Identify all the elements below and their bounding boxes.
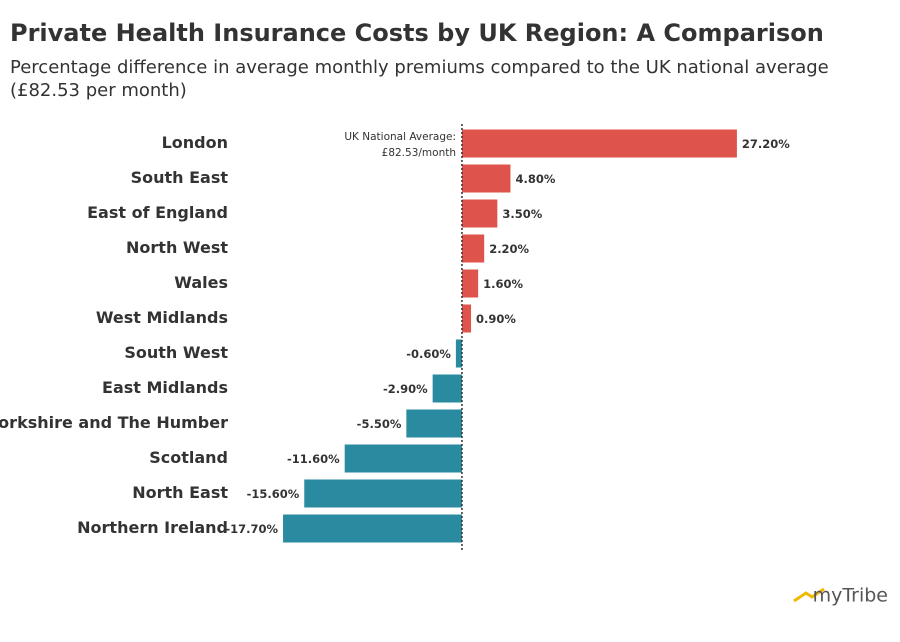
bar bbox=[461, 234, 485, 263]
category-label: South East bbox=[131, 168, 229, 187]
bar bbox=[461, 129, 737, 158]
annotation: £82.53/month bbox=[382, 147, 456, 159]
category-label: Wales bbox=[174, 273, 228, 292]
category-label: Yorkshire and The Humber bbox=[0, 413, 228, 432]
logo: myTribe bbox=[813, 585, 888, 607]
bar bbox=[344, 444, 462, 473]
bar bbox=[455, 339, 462, 368]
category-label: North West bbox=[126, 238, 228, 257]
value-label: 3.50% bbox=[502, 207, 542, 221]
bar bbox=[461, 269, 479, 298]
category-label: East Midlands bbox=[102, 378, 228, 397]
bar bbox=[461, 199, 498, 228]
annotation: UK National Average: bbox=[344, 131, 456, 143]
value-label: 4.80% bbox=[515, 172, 555, 186]
value-label: -17.70% bbox=[225, 522, 278, 536]
chart-subtitle: (£82.53 per month) bbox=[10, 80, 187, 101]
value-label: 27.20% bbox=[742, 137, 790, 151]
bar bbox=[461, 164, 511, 193]
value-label: -11.60% bbox=[287, 452, 340, 466]
bar bbox=[461, 304, 472, 333]
category-label: London bbox=[162, 133, 228, 152]
category-label: West Midlands bbox=[96, 308, 228, 327]
bar bbox=[432, 374, 462, 403]
category-label: East of England bbox=[87, 203, 228, 222]
category-label: Scotland bbox=[149, 448, 228, 467]
bar bbox=[304, 479, 462, 508]
value-label: 1.60% bbox=[483, 277, 523, 291]
value-label: 2.20% bbox=[489, 242, 529, 256]
chart-title: Private Health Insurance Costs by UK Reg… bbox=[10, 19, 824, 47]
value-label: 0.90% bbox=[476, 312, 516, 326]
value-label: -2.90% bbox=[383, 382, 428, 396]
value-label: -5.50% bbox=[357, 417, 402, 431]
category-label: South West bbox=[124, 343, 228, 362]
bar bbox=[406, 409, 462, 438]
category-label: North East bbox=[132, 483, 228, 502]
chart-subtitle: Percentage difference in average monthly… bbox=[10, 57, 829, 78]
value-label: -15.60% bbox=[247, 487, 300, 501]
logo-icon bbox=[793, 587, 825, 603]
value-label: -0.60% bbox=[406, 347, 451, 361]
category-label: Northern Ireland bbox=[77, 518, 228, 537]
bar bbox=[283, 514, 462, 543]
